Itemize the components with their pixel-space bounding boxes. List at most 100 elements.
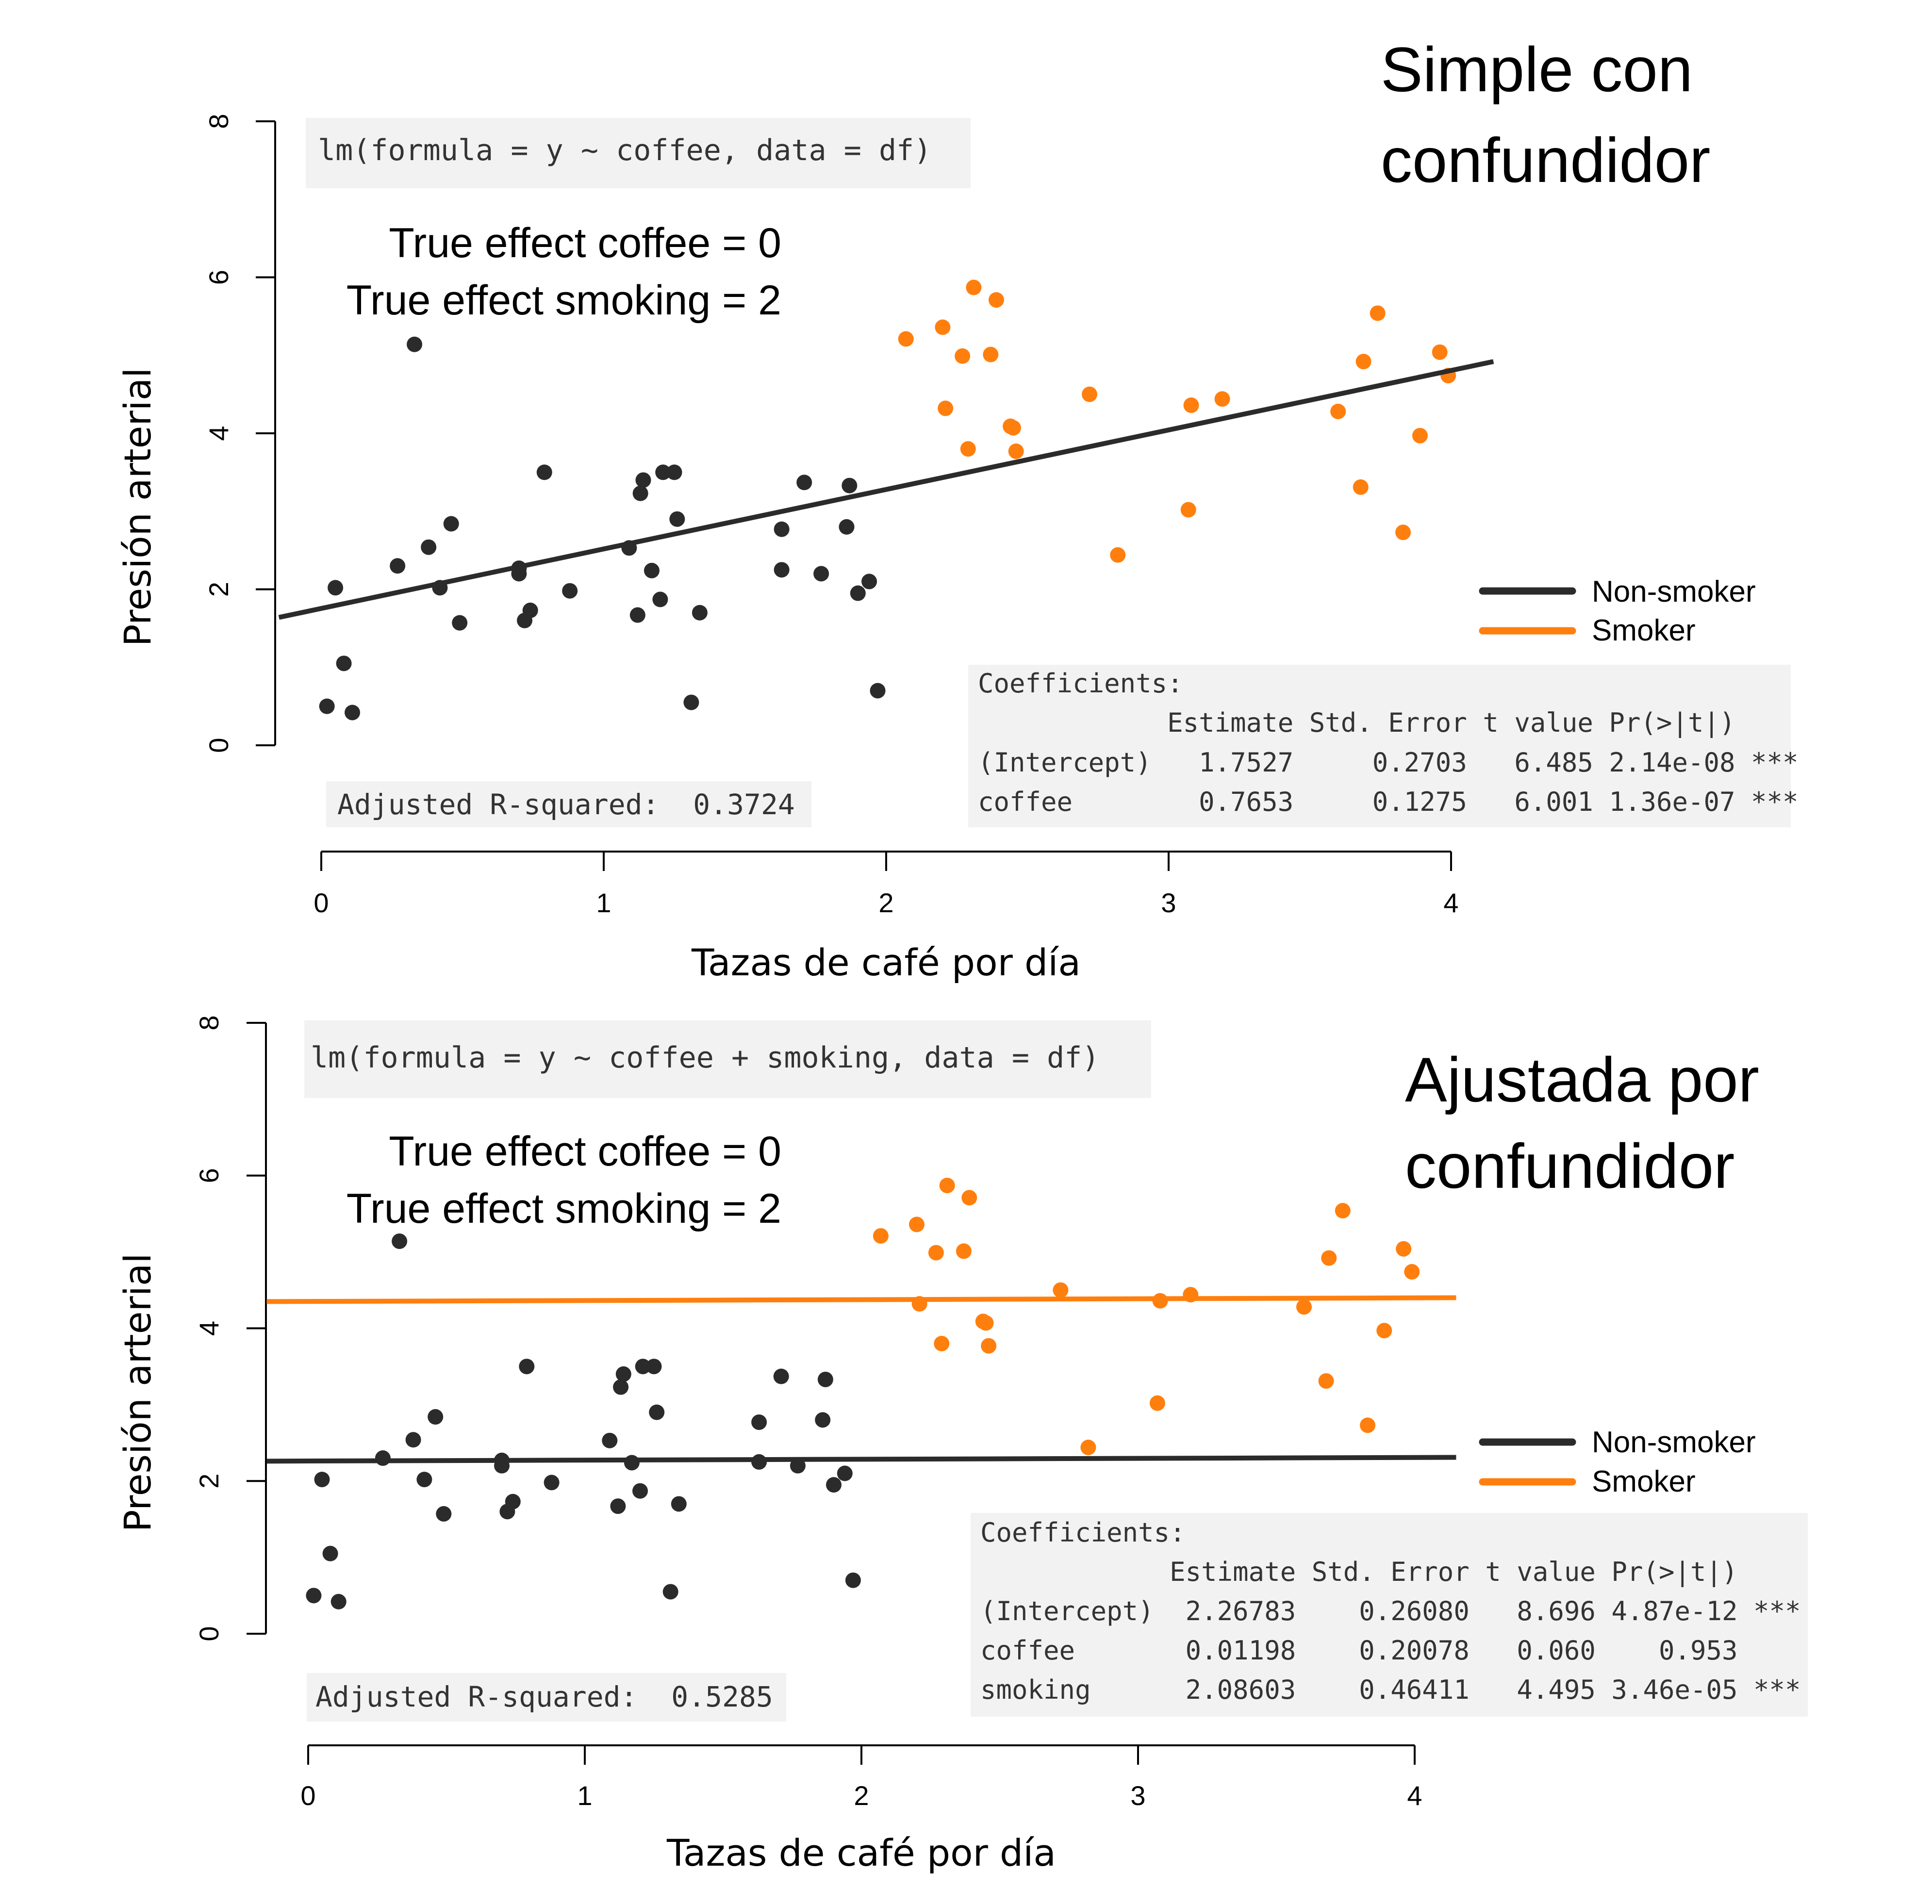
data-point-non-smoker: [774, 562, 790, 578]
data-point-non-smoker: [428, 1409, 444, 1425]
data-point-non-smoker: [666, 464, 682, 480]
data-point-non-smoker: [662, 1584, 678, 1600]
data-point-non-smoker: [644, 562, 660, 578]
data-point-smoker: [1318, 1373, 1334, 1389]
data-point-non-smoker: [562, 583, 578, 599]
data-point-smoker: [978, 1315, 994, 1331]
data-point-non-smoker: [319, 698, 335, 714]
data-point-smoker: [1005, 420, 1021, 436]
data-point-non-smoker: [345, 705, 361, 721]
data-point-non-smoker: [328, 580, 344, 596]
data-point-smoker: [1082, 386, 1098, 402]
data-point-smoker: [1080, 1440, 1096, 1456]
panel-heading-line-1: Simple con: [1381, 34, 1693, 105]
data-point-smoker: [1183, 397, 1199, 413]
y-tick-label: 4: [203, 426, 234, 441]
data-point-non-smoker: [629, 607, 645, 623]
y-tick-label: 0: [194, 1626, 224, 1641]
adjusted-r2-box: [307, 1673, 786, 1722]
scatter-plot-adjusted: 0 2 4 6 8 Presión arterial 0 1 2 3 4 Tazas de café …: [116, 1015, 1456, 1874]
coefficients-table: Coefficients: Estimate Std. Error t valu…: [978, 668, 1799, 817]
data-point-smoker: [873, 1228, 889, 1244]
coefficients-line: (Intercept) 1.7527 0.2703 6.485 2.14e-08…: [978, 747, 1799, 778]
data-point-non-smoker: [861, 574, 877, 590]
adjusted-r2-text: Adjusted R-squared: 0.3724: [337, 788, 795, 821]
y-tick-label: 2: [203, 582, 234, 597]
fit-line-non-smoker: [278, 359, 1494, 620]
coefficients-line: coffee 0.01198 0.20078 0.060 0.953: [980, 1635, 1738, 1666]
panel-heading-line-2: confundidor: [1381, 125, 1710, 196]
data-point-smoker: [961, 1190, 977, 1206]
coefficients-line: Coefficients:: [978, 668, 1183, 699]
data-point-non-smoker: [870, 683, 886, 699]
data-point-smoker: [956, 1243, 972, 1259]
scatter-plot-simple: 0 2 4 6 8 Presión arterial 0 1 2 3 4 Tazas de café …: [116, 114, 1494, 984]
legend: Non-smoker Smoker: [1479, 1426, 1756, 1498]
legend-label-smoker: Smoker: [1592, 1465, 1696, 1498]
x-tick-label: 3: [1161, 887, 1176, 918]
data-point-non-smoker: [646, 1359, 662, 1375]
data-point-non-smoker: [602, 1432, 618, 1448]
true-effect-smoking: True effect smoking = 2: [347, 277, 781, 324]
adjusted-r2-box: [326, 781, 811, 827]
data-point-non-smoker: [405, 1432, 421, 1448]
panel-simple: Simple con confundidor lm(formula = y ~ …: [116, 34, 1799, 984]
data-point-smoker: [1404, 1264, 1420, 1280]
data-point-non-smoker: [671, 1496, 687, 1512]
data-point-non-smoker: [774, 521, 790, 537]
data-point-non-smoker: [842, 477, 858, 493]
coefficients-line: smoking 2.08603 0.46411 4.495 3.46e-05 *…: [980, 1674, 1801, 1705]
data-point-smoker: [1353, 479, 1369, 495]
data-point-non-smoker: [436, 1506, 452, 1522]
y-tick-label: 6: [194, 1168, 224, 1183]
data-point-non-smoker: [330, 1593, 347, 1609]
data-point-smoker: [934, 1335, 950, 1351]
data-point-non-smoker: [613, 1379, 629, 1395]
data-point-non-smoker: [773, 1368, 789, 1384]
coefficients-line: Estimate Std. Error t value Pr(>|t|): [980, 1557, 1738, 1587]
true-effect-coffee: True effect coffee = 0: [389, 1128, 781, 1175]
fit-line-non-smoker: [266, 1455, 1456, 1464]
x-tick-label: 3: [1130, 1780, 1145, 1811]
data-point-non-smoker: [655, 464, 671, 480]
coefficients-line: (Intercept) 2.26783 0.26080 8.696 4.87e-…: [980, 1596, 1801, 1626]
data-point-non-smoker: [815, 1412, 831, 1428]
data-point-smoker: [955, 348, 971, 364]
data-point-non-smoker: [519, 1359, 535, 1375]
data-point-non-smoker: [322, 1545, 338, 1561]
data-point-smoker: [1008, 443, 1024, 459]
data-point-smoker: [1296, 1299, 1312, 1315]
data-point-non-smoker: [390, 558, 406, 574]
data-point-smoker: [960, 441, 976, 457]
x-axis-label: Tazas de café por día: [666, 1831, 1056, 1874]
y-tick-label: 2: [194, 1474, 224, 1489]
data-point-non-smoker: [610, 1498, 626, 1514]
data-point-smoker: [1370, 305, 1386, 321]
x-tick-label: 1: [577, 1780, 592, 1811]
data-point-non-smoker: [839, 519, 855, 535]
y-tick-label: 8: [203, 114, 234, 129]
x-tick-label: 0: [314, 887, 329, 918]
coefficients-line: coffee 0.7653 0.1275 6.001 1.36e-07 ***: [978, 787, 1799, 817]
panel-heading-line-1: Ajustada por: [1405, 1044, 1759, 1115]
data-point-non-smoker: [669, 511, 685, 527]
data-point-non-smoker: [845, 1572, 861, 1588]
formula-box: [304, 1020, 1151, 1098]
data-point-non-smoker: [652, 591, 668, 607]
data-point-smoker: [1110, 547, 1126, 563]
data-point-non-smoker: [624, 1455, 640, 1471]
data-point-non-smoker: [615, 1366, 631, 1382]
data-point-smoker: [1053, 1282, 1069, 1298]
coefficients-line: Coefficients:: [980, 1517, 1186, 1548]
data-point-smoker: [1321, 1250, 1337, 1266]
data-point-non-smoker: [632, 485, 648, 501]
formula-text: lm(formula = y ~ coffee, data = df): [318, 133, 931, 167]
x-tick-label: 0: [300, 1780, 315, 1811]
data-point-non-smoker: [635, 472, 651, 488]
data-point-non-smoker: [826, 1477, 842, 1493]
formula-text: lm(formula = y ~ coffee + smoking, data …: [311, 1041, 1100, 1075]
data-point-non-smoker: [817, 1371, 833, 1387]
true-effect-coffee: True effect coffee = 0: [389, 220, 781, 266]
data-point-non-smoker: [635, 1359, 651, 1375]
